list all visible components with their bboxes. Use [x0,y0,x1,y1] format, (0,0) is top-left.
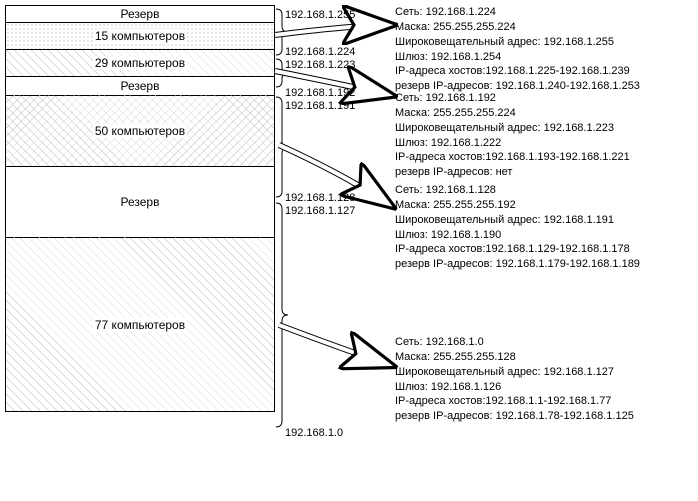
detail-hosts: IP-адреса хостов:192.168.1.193-192.168.1… [395,150,630,165]
subnet-details: Сеть: 192.168.1.192Маска: 255.255.255.22… [395,91,630,180]
detail-mask: Маска: 255.255.255.192 [395,198,640,213]
subnet-block: Резерв [5,76,275,96]
detail-hosts: IP-адреса хостов:192.168.1.225-192.168.1… [395,64,640,79]
arrow-outer [279,325,390,365]
detail-net: Сеть: 192.168.1.192 [395,91,630,106]
detail-bcast: Широковещательный адрес: 192.168.1.127 [395,365,634,380]
subnet-block: 29 компьютеров [5,49,275,77]
ip-boundary-label: 192.168.1.0 [285,427,343,439]
subnet-details: Сеть: 192.168.1.224Маска: 255.255.255.22… [395,5,640,94]
block-label: 77 компьютеров [93,318,187,332]
ip-boundary-label: 192.168.1.191 [285,100,355,112]
detail-hosts: IP-адреса хостов:192.168.1.1-192.168.1.7… [395,394,634,409]
detail-hosts: IP-адреса хостов:192.168.1.129-192.168.1… [395,242,640,257]
block-label: Резерв [119,79,162,93]
subnet-block: Резерв [5,166,275,238]
detail-gw: Шлюз: 192.168.1.222 [395,136,630,151]
block-label: Резерв [119,195,162,209]
block-label: 29 компьютеров [93,56,187,70]
subnet-block: 77 компьютеров [5,237,275,412]
ip-boundary-label: 192.168.1.255 [285,9,355,21]
detail-mask: Маска: 255.255.255.224 [395,20,640,35]
detail-reserve: резерв IP-адресов: нет [395,165,630,180]
subnet-details: Сеть: 192.168.1.128Маска: 255.255.255.19… [395,183,640,272]
detail-gw: Шлюз: 192.168.1.254 [395,50,640,65]
arrow-inner [279,325,390,365]
block-label: 50 компьютеров [93,124,187,138]
detail-mask: Маска: 255.255.255.224 [395,106,630,121]
ip-boundary-label: 192.168.1.192 [285,87,355,99]
detail-net: Сеть: 192.168.1.224 [395,5,640,20]
detail-net: Сеть: 192.168.1.0 [395,335,634,350]
subnet-block: Резерв [5,5,275,23]
subnet-details: Сеть: 192.168.1.0Маска: 255.255.255.128Ш… [395,335,634,424]
detail-gw: Шлюз: 192.168.1.126 [395,380,634,395]
detail-net: Сеть: 192.168.1.128 [395,183,640,198]
ip-boundary-label: 192.168.1.223 [285,59,355,71]
ip-boundary-label: 192.168.1.128 [285,192,355,204]
detail-reserve: резерв IP-адресов: 192.168.1.78-192.168.… [395,409,634,424]
subnet-block: 50 компьютеров [5,95,275,167]
subnet-block: 15 компьютеров [5,22,275,50]
block-label: Резерв [119,7,162,21]
detail-reserve: резерв IP-адресов: 192.168.1.179-192.168… [395,257,640,272]
arrow-outer [275,25,390,35]
bracket [276,203,288,427]
block-label: 15 компьютеров [93,29,187,43]
detail-gw: Шлюз: 192.168.1.190 [395,228,640,243]
bracket [276,97,288,197]
arrow-inner [275,25,390,35]
detail-bcast: Широковещательный адрес: 192.168.1.223 [395,121,630,136]
blocks-column: Резерв 15 компьютеров 29 компьютеров Резерв… [5,5,275,412]
ip-boundary-label: 192.168.1.224 [285,46,355,58]
detail-bcast: Широковещательный адрес: 192.168.1.191 [395,213,640,228]
detail-mask: Маска: 255.255.255.128 [395,350,634,365]
detail-bcast: Широковещательный адрес: 192.168.1.255 [395,35,640,50]
diagram-container: Резерв 15 компьютеров 29 компьютеров Резерв… [5,5,693,412]
ip-boundary-label: 192.168.1.127 [285,205,355,217]
